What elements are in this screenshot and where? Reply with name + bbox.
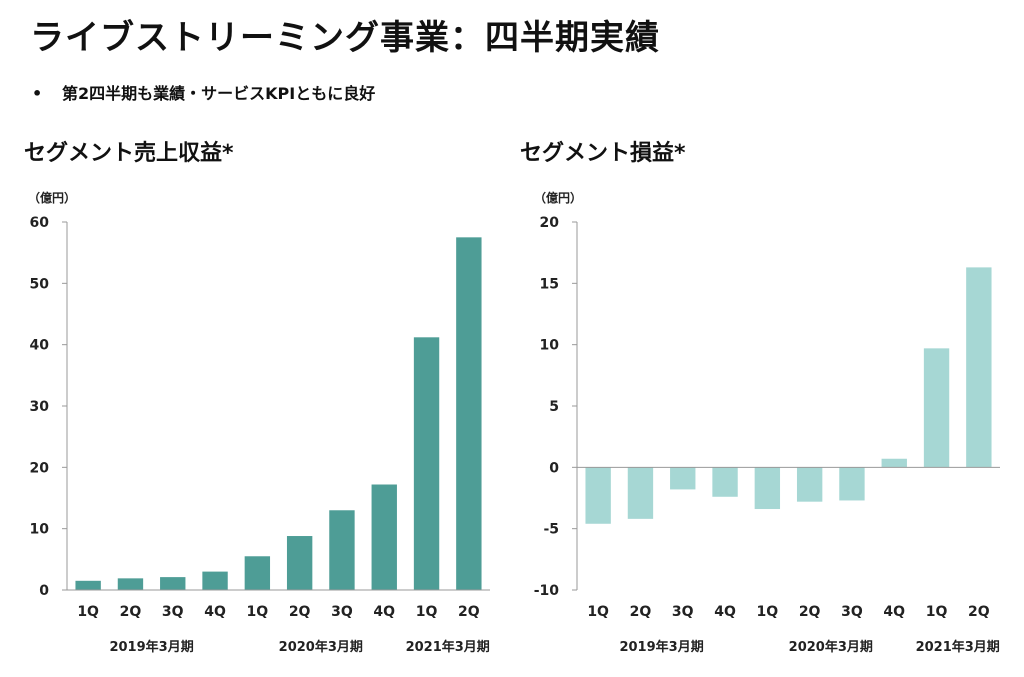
- y-tick-label: 30: [30, 399, 50, 415]
- bar: [75, 580, 101, 590]
- x-tick-label: 4Q: [714, 604, 736, 620]
- x-tick-label: 1Q: [77, 604, 99, 620]
- y-tick-label: 60: [30, 215, 50, 231]
- y-unit-label: （億円）: [28, 190, 76, 205]
- period-label: 2019年3月期: [619, 639, 703, 655]
- period-label: 2020年3月期: [789, 639, 873, 655]
- y-tick-label: 0: [549, 460, 559, 476]
- period-label: 2021年3月期: [916, 639, 1000, 655]
- bar: [202, 571, 228, 590]
- bullet-marker: •: [32, 84, 43, 103]
- bar: [371, 484, 397, 590]
- y-tick-label: 10: [540, 338, 560, 354]
- x-tick-label: 2Q: [968, 604, 990, 620]
- bar: [286, 536, 313, 590]
- y-tick-label: 50: [30, 276, 50, 292]
- x-tick-label: 2Q: [630, 604, 652, 620]
- bar: [456, 237, 482, 591]
- y-tick-label: 5: [549, 399, 559, 415]
- summary-text: 第2四半期も業績・サービスKPIともに良好: [62, 84, 376, 103]
- summary-bullet: • 第2四半期も業績・サービスKPIともに良好: [32, 80, 375, 104]
- bar: [413, 337, 440, 590]
- y-tick-label: 20: [540, 215, 560, 231]
- x-tick-label: 1Q: [757, 604, 779, 620]
- period-label: 2019年3月期: [109, 639, 193, 655]
- y-tick-label: 10: [30, 522, 50, 538]
- profit-chart-title: セグメント損益*: [520, 141, 686, 166]
- x-tick-label: 1Q: [416, 604, 438, 620]
- bar: [839, 467, 865, 501]
- bar: [796, 467, 823, 502]
- bar: [244, 556, 271, 590]
- x-tick-label: 4Q: [204, 604, 226, 620]
- x-tick-label: 1Q: [587, 604, 609, 620]
- x-tick-label: 2Q: [458, 604, 480, 620]
- y-tick-label: -10: [534, 583, 560, 599]
- y-tick-label: 40: [30, 338, 50, 354]
- y-unit-label: （億円）: [534, 190, 582, 205]
- x-tick-label: 2Q: [120, 604, 142, 620]
- bar: [117, 578, 144, 590]
- revenue-bar-chart: （億円） 0 10 20 30 40 50 60 1Q 2Q 3Q 4Q 1Q 2Q 3Q 4Q 1Q 2Q 201…: [28, 190, 490, 655]
- bar: [585, 467, 611, 524]
- x-tick-label: 2Q: [799, 604, 821, 620]
- revenue-chart-title: セグメント売上収益*: [24, 141, 234, 166]
- x-tick-label: 3Q: [162, 604, 184, 620]
- y-tick-label: -5: [543, 522, 559, 538]
- bar: [329, 510, 355, 590]
- bar: [627, 467, 654, 519]
- y-tick-label: 15: [540, 276, 559, 292]
- bar: [712, 467, 738, 497]
- x-tick-label: 3Q: [331, 604, 353, 620]
- bar: [754, 467, 781, 510]
- y-tick-label: 20: [30, 460, 50, 476]
- bar: [160, 577, 186, 590]
- x-tick-label: 2Q: [289, 604, 311, 620]
- x-tick-label: 3Q: [841, 604, 863, 620]
- x-tick-label: 4Q: [373, 604, 395, 620]
- x-tick-label: 3Q: [672, 604, 694, 620]
- period-label: 2020年3月期: [279, 639, 363, 655]
- bar: [966, 267, 992, 468]
- bar: [881, 458, 907, 468]
- x-tick-label: 1Q: [926, 604, 948, 620]
- x-tick-label: 1Q: [247, 604, 269, 620]
- page-title: ライブストリーミング事業：四半期実績: [30, 18, 660, 58]
- bar: [670, 467, 696, 490]
- y-tick-label: 0: [39, 583, 49, 599]
- bar: [923, 348, 950, 468]
- period-label: 2021年3月期: [406, 639, 490, 655]
- x-tick-label: 4Q: [883, 604, 905, 620]
